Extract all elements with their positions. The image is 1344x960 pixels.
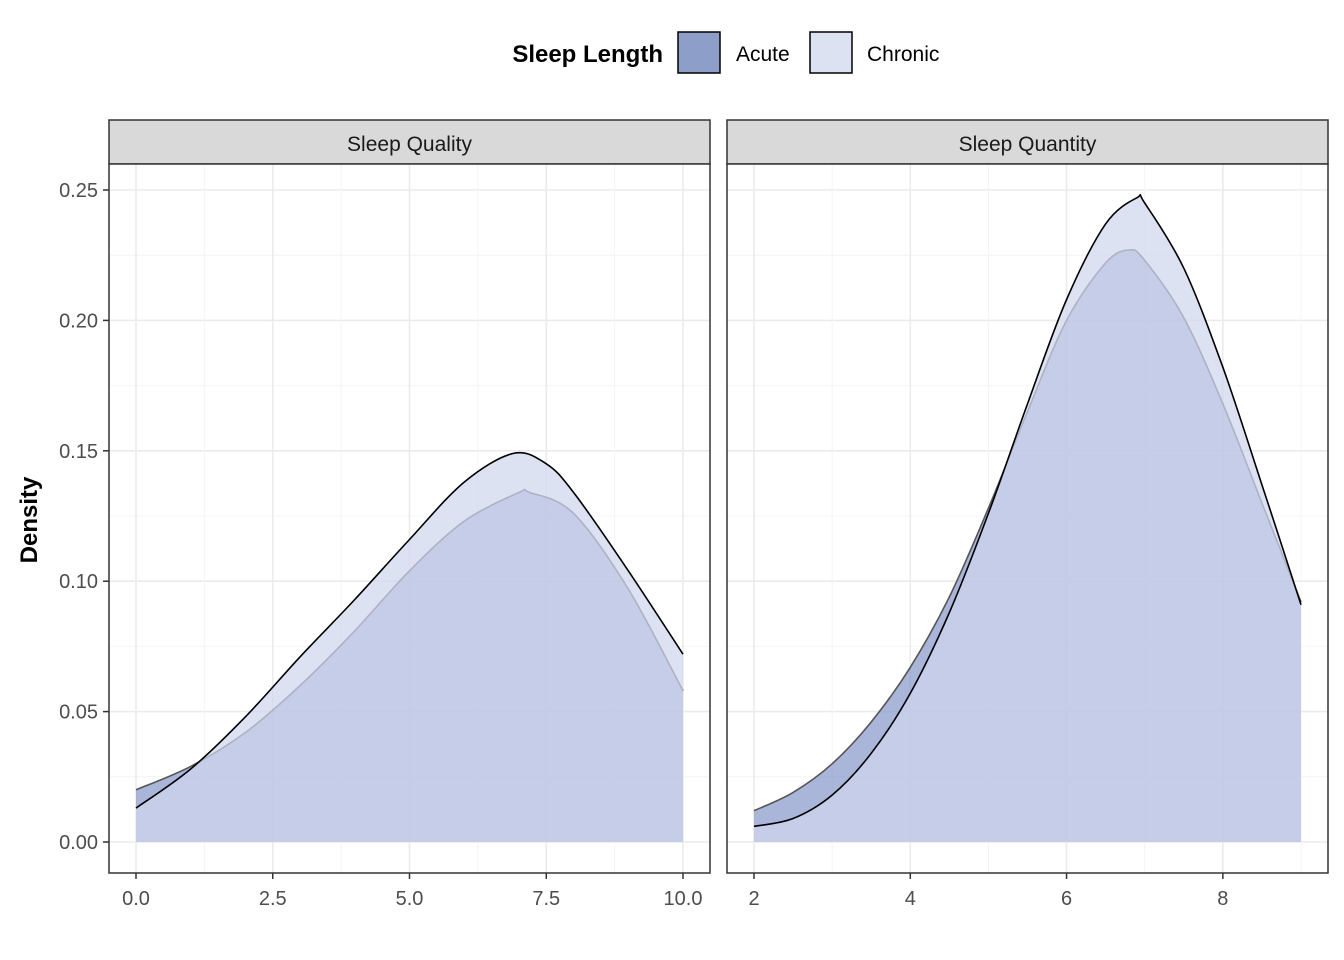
x-tick-label: 0.0 xyxy=(122,888,150,910)
y-tick-label: 0.25 xyxy=(59,180,98,202)
y-tick-label: 0.10 xyxy=(59,571,98,593)
panel-title-sleep-quantity: Sleep Quantity xyxy=(959,133,1097,156)
x-tick-label: 2.5 xyxy=(259,888,287,910)
x-tick-label: 7.5 xyxy=(532,888,560,910)
density-area-chronic xyxy=(136,452,683,842)
legend-label-chronic: Chronic xyxy=(867,43,939,66)
density-line-chronic xyxy=(135,451,684,809)
areas-sleep-quantity xyxy=(753,193,1302,843)
x-tick-label: 2 xyxy=(748,888,759,910)
density-line-chronic xyxy=(753,193,1302,828)
panel-strip-sleep-quantity xyxy=(726,119,1329,165)
y-tick-label: 0.05 xyxy=(59,702,98,724)
x-axis-sleep-quantity: 2 4 6 8 xyxy=(748,873,1228,910)
legend: Sleep Length Acute Chronic xyxy=(512,31,939,74)
y-axis-sleep-quality: 0.00 0.05 0.10 0.15 0.20 0.25 xyxy=(59,180,109,854)
legend-key-acute xyxy=(677,31,721,74)
density-area-chronic xyxy=(754,194,1301,843)
legend-title: Sleep Length xyxy=(512,41,663,68)
x-tick-label: 4 xyxy=(905,888,916,910)
panel-sleep-quantity: Sleep Quantity 2 4 6 8 xyxy=(726,119,1329,910)
panel-title-sleep-quality: Sleep Quality xyxy=(347,133,472,156)
panel-sleep-quality: Sleep Quality 0.0 2.5 5.0 7.5 10.0 0.000.050… xyxy=(59,119,711,910)
panel-strip-sleep-quality xyxy=(108,119,711,165)
x-tick-label: 5.0 xyxy=(396,888,424,910)
y-axis-title: Density xyxy=(16,476,43,563)
y-tick-label: 0.15 xyxy=(59,441,98,463)
x-tick-label: 8 xyxy=(1217,888,1228,910)
y-tick-label: 0.00 xyxy=(59,832,98,854)
x-tick-label: 6 xyxy=(1061,888,1072,910)
legend-label-acute: Acute xyxy=(736,43,790,66)
x-tick-label: 10.0 xyxy=(664,888,703,910)
legend-key-chronic xyxy=(809,31,853,74)
x-axis-sleep-quality: 0.0 2.5 5.0 7.5 10.0 xyxy=(122,873,702,910)
areas-sleep-quality xyxy=(135,451,684,842)
y-tick-label: 0.20 xyxy=(59,310,98,332)
plot-border-sleep-quantity xyxy=(726,163,1329,874)
